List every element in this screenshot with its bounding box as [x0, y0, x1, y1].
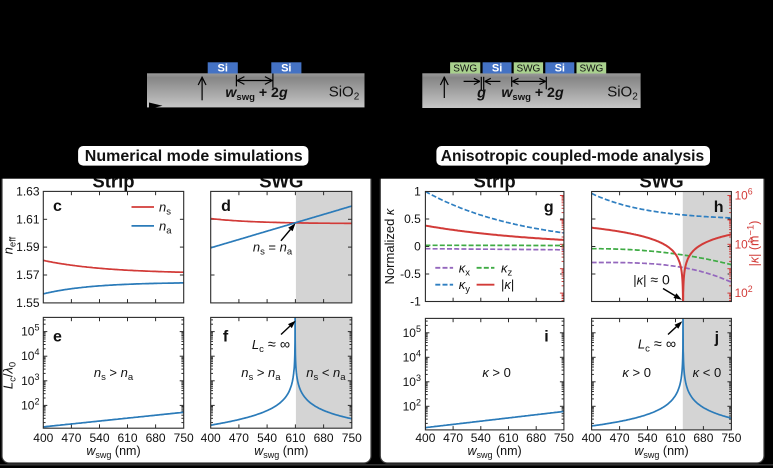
svg-text:1.55: 1.55 [16, 296, 40, 310]
svg-text:-1: -1 [410, 295, 421, 309]
svg-text:wswg (nm): wswg (nm) [634, 444, 688, 460]
svg-text:680: 680 [146, 431, 166, 445]
svg-text:ns > na: ns > na [94, 365, 134, 383]
svg-text:750: 750 [554, 431, 574, 445]
svg-text:d: d [221, 198, 231, 215]
svg-text:470: 470 [610, 431, 630, 445]
svg-text:1.61: 1.61 [16, 212, 40, 226]
svg-text:ns > na: ns > na [241, 365, 281, 383]
svg-text:540: 540 [471, 431, 491, 445]
svg-text:1.57: 1.57 [16, 268, 40, 282]
svg-text:Lc ≈ ∞: Lc ≈ ∞ [638, 337, 676, 355]
svg-text:-0.5: -0.5 [400, 267, 421, 281]
svg-text:SWG: SWG [579, 63, 603, 74]
svg-text:Lc/λ0: Lc/λ0 [1, 362, 19, 389]
svg-text:750: 750 [342, 431, 362, 445]
svg-text:wswg (nm): wswg (nm) [254, 444, 308, 460]
svg-text:ns: ns [159, 200, 171, 218]
svg-text:wswg (nm): wswg (nm) [86, 444, 140, 460]
svg-text:κ > 0: κ > 0 [622, 365, 651, 380]
svg-text:f: f [223, 329, 229, 346]
svg-text:|κ| ≈ 0: |κ| ≈ 0 [633, 272, 670, 288]
svg-text:470: 470 [443, 431, 463, 445]
svg-text:400: 400 [415, 431, 435, 445]
svg-text:SWG: SWG [516, 63, 540, 74]
svg-text:1.59: 1.59 [16, 240, 40, 254]
svg-text:na: na [159, 218, 172, 236]
svg-text:Si: Si [555, 63, 565, 75]
svg-text:470: 470 [229, 431, 249, 445]
svg-text:610: 610 [665, 431, 685, 445]
svg-text:400: 400 [582, 431, 602, 445]
svg-text:1.63: 1.63 [16, 184, 40, 198]
svg-text:g: g [476, 86, 486, 102]
svg-text:0.5: 0.5 [404, 212, 421, 226]
svg-text:750: 750 [721, 431, 741, 445]
svg-text:κz: κz [501, 260, 513, 278]
svg-text:680: 680 [693, 431, 713, 445]
svg-text:Si: Si [281, 63, 291, 75]
svg-text:SWG: SWG [453, 63, 477, 74]
svg-text:Numerical mode simulations: Numerical mode simulations [85, 148, 303, 165]
svg-text:750: 750 [174, 431, 194, 445]
svg-text:SiO2: SiO2 [329, 84, 360, 103]
svg-text:400: 400 [201, 431, 221, 445]
svg-text:470: 470 [61, 431, 81, 445]
svg-text:wswg (nm): wswg (nm) [467, 444, 521, 460]
svg-text:400: 400 [33, 431, 53, 445]
svg-text:540: 540 [89, 431, 109, 445]
svg-text:κx: κx [459, 260, 471, 278]
svg-text:ns < na: ns < na [306, 365, 346, 383]
svg-text:1: 1 [414, 185, 421, 199]
svg-text:i: i [544, 329, 548, 346]
svg-text:g: g [544, 199, 554, 216]
svg-text:h: h [714, 199, 724, 216]
svg-text:Anisotropic coupled-mode analy: Anisotropic coupled-mode analysis [441, 148, 705, 165]
svg-text:610: 610 [498, 431, 518, 445]
svg-text:0: 0 [414, 240, 421, 254]
svg-text:c: c [53, 198, 62, 215]
svg-text:Si: Si [492, 63, 502, 75]
svg-text:610: 610 [117, 431, 137, 445]
svg-text:e: e [53, 329, 62, 346]
svg-text:wswg + 2g: wswg + 2g [225, 85, 288, 103]
svg-text:610: 610 [285, 431, 305, 445]
svg-text:wswg + 2g: wswg + 2g [501, 85, 564, 103]
svg-text:Lc ≈ ∞: Lc ≈ ∞ [252, 337, 290, 355]
svg-text:|κ|: |κ| [501, 277, 514, 292]
svg-text:κ > 0: κ > 0 [482, 365, 511, 380]
svg-text:Normalized κ: Normalized κ [382, 207, 397, 284]
svg-text:κy: κy [459, 277, 471, 295]
svg-text:680: 680 [526, 431, 546, 445]
svg-text:j: j [714, 330, 719, 347]
svg-text:Si: Si [217, 63, 227, 75]
svg-text:680: 680 [314, 431, 334, 445]
svg-text:540: 540 [257, 431, 277, 445]
svg-text:SiO2: SiO2 [607, 84, 638, 103]
svg-text:ns = na: ns = na [253, 240, 293, 258]
svg-text:neff: neff [1, 236, 19, 254]
svg-text:540: 540 [637, 431, 657, 445]
svg-text:κ < 0: κ < 0 [693, 365, 722, 380]
